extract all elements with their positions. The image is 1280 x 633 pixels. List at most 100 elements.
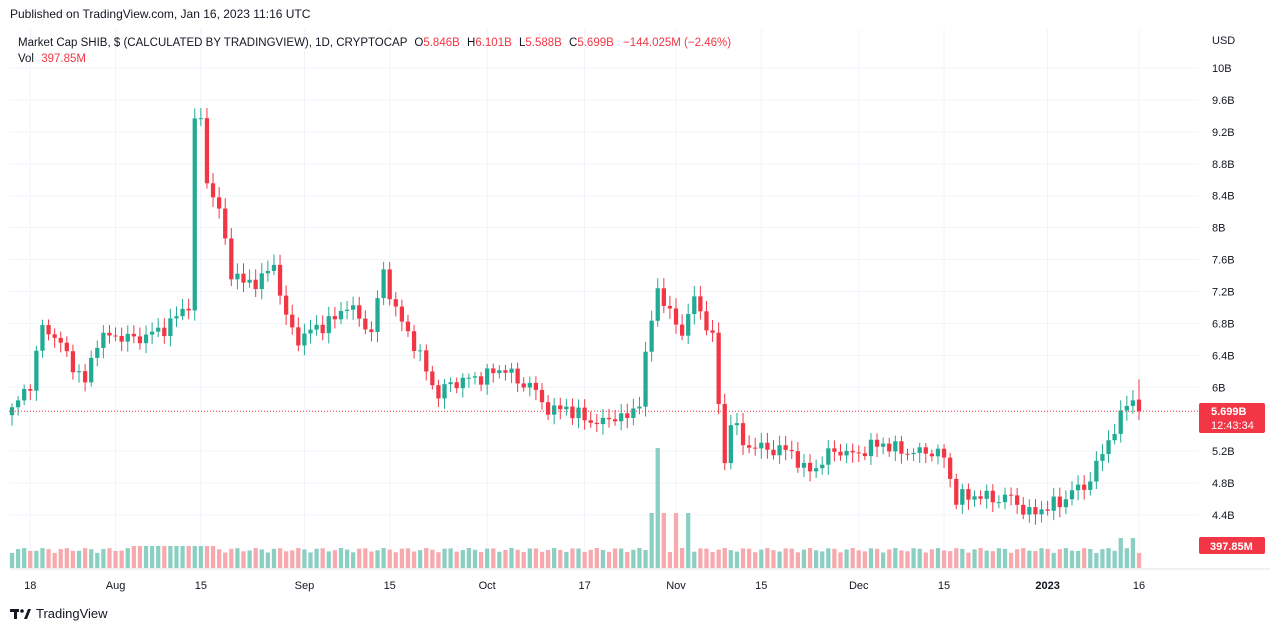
volume-bar [1075,550,1081,568]
axis-price-tick-label: 8.8B [1212,159,1235,171]
volume-bar [545,549,551,568]
volume-bar [411,551,417,568]
volume-bar [28,550,33,568]
volume-bar [1069,550,1075,568]
volume-bar [813,550,819,568]
volume-bar [1124,548,1129,568]
volume-bar [838,552,843,568]
axis-date-tick-label: 16 [1133,580,1145,592]
volume-bar [881,552,886,568]
volume-bar [807,548,813,568]
legend-low-value: 5.588B [525,37,562,49]
volume-bar [107,548,112,568]
volume-bar [460,550,465,568]
volume-bar [679,548,685,568]
candle-body [302,333,307,346]
volume-bar [308,552,313,568]
candle-body [247,279,252,283]
volume-bar [954,548,959,568]
volume-bar [686,513,691,568]
legend-change: −144.025M (−2.46%) [623,37,732,49]
axis-price-tick-label: 7.2B [1212,287,1235,299]
candle-body [576,407,581,419]
candle-body [710,330,715,333]
candle-body [533,382,539,390]
chart-frame[interactable]: USD 10B 9.6B 9.2B 8.8B 8.4B 8B 7.6B 7.2B 6.8B 6.4B… [9,29,1270,598]
volume-bar [966,552,971,568]
legend-title: Market Cap SHIB, $ (CALCULATED BY TRADIN… [18,37,408,49]
candle-body [229,238,234,280]
candle-body [168,318,173,337]
candle-body [393,299,398,307]
footer-branding[interactable]: TradingView [10,606,108,621]
axis-price-tick-label: 6.8B [1212,318,1235,330]
legend-close-label: C [569,37,578,49]
candle-body [545,402,551,415]
volume-bar [442,548,447,568]
volume-bar [15,549,21,568]
volume-bar [229,548,234,568]
candle-body [966,489,971,500]
candle-body [180,308,185,317]
volume-bar [58,549,63,568]
volume-bar [302,549,307,568]
volume-bar [64,548,69,568]
volume-bar [820,551,825,568]
candle-body [52,334,57,338]
volume-bar [588,549,593,568]
candlestick-chart[interactable]: USD 10B 9.6B 9.2B 8.8B 8.4B 8B 7.6B 7.2B 6.8B 6.4B… [9,29,1270,598]
volume-bar [1039,548,1044,568]
volume-bar [271,548,277,568]
volume-bar [1106,548,1111,568]
volume-bar [570,548,575,568]
candle-body [1015,495,1020,505]
candle-body [1136,399,1142,412]
volume-bar [1094,552,1099,568]
volume-bar [521,551,526,568]
volume-bar [801,549,807,568]
volume-bar [363,548,368,568]
volume-bar [1112,550,1117,568]
candle-body [856,452,861,454]
candle-body [308,329,313,334]
candle-body [223,208,228,239]
volume-bar [381,548,386,568]
candle-body [107,332,112,336]
volume-bar [265,552,270,568]
candle-body [277,264,283,296]
candle-body [515,368,520,384]
volume-bar [753,552,758,568]
candle-body [820,464,825,469]
volume-bar [277,548,283,568]
volume-bar [893,548,898,568]
axis-date-tick-label: 2023 [1035,580,1059,592]
axis-price-tick-label: 9.2B [1212,127,1235,139]
volume-bar [320,548,325,568]
candle-body [606,417,612,420]
candle-body [844,450,849,456]
volume-bar [491,548,496,568]
candle-body [521,383,526,388]
candle-body [777,445,782,456]
candle-body [527,382,532,388]
volume-bar [192,546,197,568]
candle-body [1027,507,1032,515]
volume-bar [253,548,258,568]
volume-bar [673,513,679,568]
candle-body [795,451,800,468]
volume-bar [868,548,874,568]
volume-bar [777,551,782,568]
volume-bar [485,548,490,568]
candle-body [740,423,746,446]
volume-bar [186,546,191,568]
volume-bar [454,551,459,568]
axis-price-tick-label: 6B [1212,382,1225,394]
candle-body [241,273,246,283]
volume-bar [387,549,392,568]
volume-bar [765,548,770,568]
volume-bar [1130,538,1136,568]
volume-bar [95,552,100,568]
volume-bar [216,549,222,568]
candle-body [430,371,435,386]
candle-body [40,325,45,351]
